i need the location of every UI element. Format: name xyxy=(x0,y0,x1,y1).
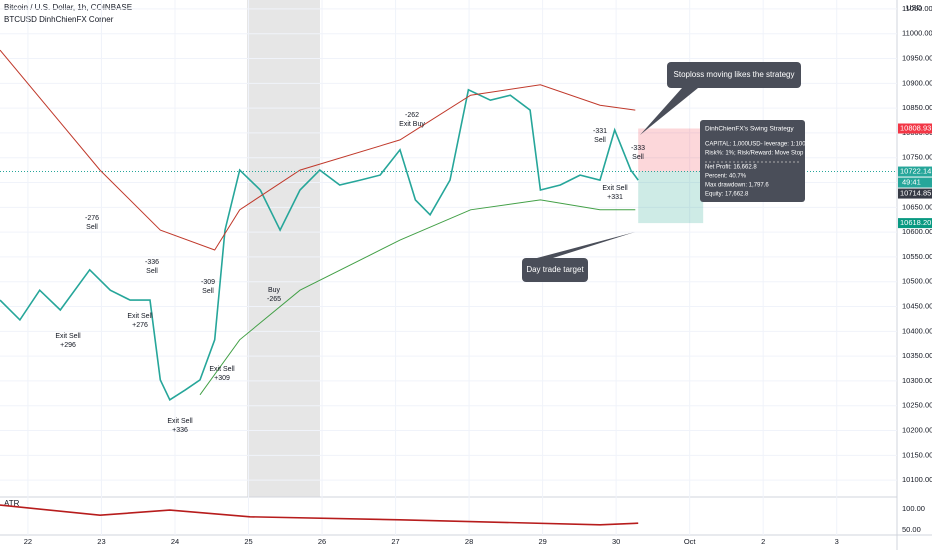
y-tick-label: 10300.00 xyxy=(902,376,932,385)
signal-label: Exit Sell xyxy=(602,185,628,192)
signal-label: Sell xyxy=(146,268,158,275)
atr-title: ATR xyxy=(4,499,20,508)
info-line: Max drawdown: 1,797.6 xyxy=(705,183,769,189)
callout-pointer xyxy=(640,88,698,135)
x-tick-label: 28 xyxy=(465,537,473,546)
x-tick-label: 2 xyxy=(761,537,765,546)
chart-title: Bitcoin / U.S. Dollar, 1h, COINBASE xyxy=(4,3,132,12)
info-line: Percent: 40.7% xyxy=(705,174,747,180)
signal-label: +296 xyxy=(60,342,76,349)
target-zone xyxy=(638,171,704,224)
x-tick-label: 29 xyxy=(538,537,546,546)
price-tag-label: 10714.85 xyxy=(900,189,931,198)
signal-label: -336 xyxy=(145,259,159,266)
signal-label: Sell xyxy=(632,154,644,161)
signal-label: Exit Sell xyxy=(209,366,235,373)
price-tag xyxy=(898,218,932,229)
x-tick-label: Oct xyxy=(684,537,697,546)
signal-label: Sell xyxy=(86,224,98,231)
info-line: Equity: 17,662.8 xyxy=(705,192,749,198)
series-line xyxy=(199,199,636,396)
info-line: CAPITAL: 1,000USD- leverage: 1:100 xyxy=(705,142,806,148)
signal-label: +309 xyxy=(214,375,230,382)
signal-label: -262 xyxy=(405,112,419,119)
y-tick-label: 10450.00 xyxy=(902,302,932,311)
signal-label: Exit Sell xyxy=(127,313,153,320)
atr-tick-label: 100.00 xyxy=(902,504,925,513)
y-tick-label: 10650.00 xyxy=(902,202,932,211)
y-tick-label: 10500.00 xyxy=(902,277,932,286)
price-tag-label: 10808.93 xyxy=(900,123,931,132)
signal-label: Sell xyxy=(202,288,214,295)
y-tick-label: 10400.00 xyxy=(902,326,932,335)
info-line: Risk%: 1%; Risk/Reward: Move Stop xyxy=(705,151,804,157)
signal-label: Exit Sell xyxy=(55,333,81,340)
signal-label: +276 xyxy=(132,322,148,329)
y-tick-label: 10350.00 xyxy=(902,351,932,360)
signal-label: +331 xyxy=(607,194,623,201)
price-tag xyxy=(898,123,932,134)
info-box xyxy=(700,120,805,202)
chart-subtitle: BTCUSD DinhChienFX Corner xyxy=(4,15,114,24)
signal-label: -331 xyxy=(593,128,607,135)
y-tick-label: 10850.00 xyxy=(902,103,932,112)
countdown: 49:41 xyxy=(902,178,921,187)
signal-label: -333 xyxy=(631,145,645,152)
signal-label: Sell xyxy=(594,137,606,144)
price-tag xyxy=(898,166,932,177)
signal-label: +336 xyxy=(172,427,188,434)
signal-label: -276 xyxy=(85,215,99,222)
x-tick-label: 25 xyxy=(244,537,252,546)
x-tick-label: 23 xyxy=(97,537,105,546)
y-tick-label: 11050.00 xyxy=(902,4,932,13)
y-tick-label: 10600.00 xyxy=(902,227,932,236)
atr-tick-label: 50.00 xyxy=(902,525,921,534)
y-tick-label: 10950.00 xyxy=(902,54,932,63)
signal-label: Exit Sell xyxy=(167,418,193,425)
x-tick-label: 3 xyxy=(835,537,839,546)
y-tick-label: 10150.00 xyxy=(902,450,932,459)
y-tick-label: 10100.00 xyxy=(902,475,932,484)
x-tick-label: 27 xyxy=(391,537,399,546)
callout-pointer xyxy=(537,232,635,258)
x-tick-label: 30 xyxy=(612,537,620,546)
y-tick-label: 10550.00 xyxy=(902,252,932,261)
y-tick-label: 11000.00 xyxy=(902,29,932,38)
signal-label: -309 xyxy=(201,279,215,286)
signal-label: Buy xyxy=(268,287,281,294)
price-tag-label: 10618.20 xyxy=(900,218,931,227)
signal-label: Exit Buy xyxy=(399,121,425,128)
series-line xyxy=(0,504,639,526)
series-line xyxy=(0,49,636,251)
y-tick-label: 10200.00 xyxy=(902,426,932,435)
countdown-tag xyxy=(898,177,932,188)
y-tick-label: 10900.00 xyxy=(902,78,932,87)
y-tick-label: 10250.00 xyxy=(902,401,932,410)
x-tick-label: 24 xyxy=(171,537,179,546)
currency: USD xyxy=(906,3,922,12)
info-line: Net Profit: 16,662.8 xyxy=(705,165,757,171)
info-title: DinhChienFX's Swing Strategy xyxy=(705,126,794,133)
x-tick-label: 26 xyxy=(318,537,326,546)
callout-text: Stoploss moving likes the strategy xyxy=(674,70,795,79)
x-tick-label: 22 xyxy=(24,537,32,546)
signal-label: -265 xyxy=(267,296,281,303)
y-tick-label: 10750.00 xyxy=(902,153,932,162)
series-line xyxy=(0,88,639,401)
callout-text: Day trade target xyxy=(526,265,584,274)
callout-box xyxy=(667,62,801,88)
callout-box xyxy=(522,258,588,282)
session-band xyxy=(247,0,320,497)
price-tag-label: 10722.14 xyxy=(900,167,931,176)
price-tag xyxy=(898,188,932,199)
